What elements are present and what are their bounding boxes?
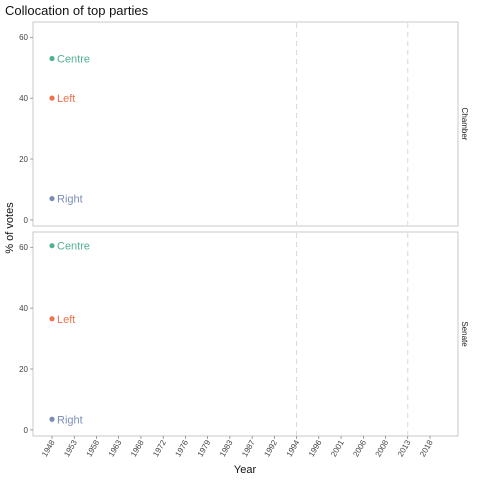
y-tick-label: 0 — [24, 426, 29, 435]
point-senate-right — [49, 416, 55, 422]
point-label-centre: Centre — [57, 241, 90, 253]
point-senate-left — [49, 316, 55, 322]
x-tick-label: 2013 — [396, 438, 413, 458]
point-senate-centre — [49, 243, 55, 249]
y-tick-label: 40 — [19, 94, 28, 103]
x-tick-label: 2001 — [329, 438, 346, 458]
point-label-left: Left — [57, 93, 75, 105]
y-tick-label: 20 — [19, 365, 28, 374]
x-tick-label: 1983 — [218, 438, 235, 458]
x-tick-label: 2006 — [351, 438, 368, 458]
x-tick-label: 1948 — [40, 438, 57, 458]
x-axis: 1948 1953 1958 1963 1968 1972 1976 1979 1983 1987… — [40, 436, 435, 458]
facet-strip-label: Chamber — [460, 108, 469, 141]
x-tick-label: 1976 — [173, 438, 190, 458]
y-tick-label: 60 — [19, 243, 28, 252]
point-label-centre: Centre — [57, 54, 90, 66]
panel-senate: 0 20 40 60 Senate Centre Left Right — [19, 231, 469, 437]
facet-strip-label: Senate — [460, 321, 469, 347]
point-label-left: Left — [57, 314, 75, 326]
panel-chamber: 0 20 40 60 Chamber Centre Left Right — [19, 21, 469, 227]
y-tick-label: 60 — [19, 33, 28, 42]
point-chamber-centre — [49, 55, 55, 62]
x-tick-label: 1958 — [85, 438, 102, 458]
point-label-right: Right — [57, 194, 83, 206]
x-tick-label: 1992 — [262, 438, 279, 458]
point-label-right: Right — [57, 414, 83, 426]
facet-panels: 0 20 40 60 Chamber Centre Left Right 0 20 40 60 Sena… — [19, 21, 469, 437]
x-tick-label: 1979 — [196, 438, 213, 458]
x-axis-label: Year — [234, 464, 257, 476]
x-tick-label: 1963 — [107, 438, 124, 458]
panel-border — [32, 231, 459, 437]
x-tick-label: 1968 — [129, 438, 146, 458]
y-axis-label: % of votes — [4, 202, 16, 254]
x-tick-label: 1987 — [240, 438, 257, 458]
point-chamber-right — [49, 195, 55, 202]
chart-title: Collocation of top parties — [5, 3, 149, 18]
x-tick-label: 1972 — [151, 438, 168, 458]
y-tick-label: 0 — [24, 216, 29, 225]
panel-border — [32, 21, 459, 227]
x-tick-label: 2018 — [418, 438, 435, 458]
x-tick-label: 1994 — [285, 438, 302, 458]
x-tick-label: 2008 — [374, 438, 391, 458]
x-tick-label: 1953 — [62, 438, 79, 458]
point-chamber-left — [49, 95, 55, 101]
y-tick-label: 40 — [19, 304, 28, 313]
x-tick-label: 1996 — [307, 438, 324, 458]
y-tick-label: 20 — [19, 155, 28, 164]
